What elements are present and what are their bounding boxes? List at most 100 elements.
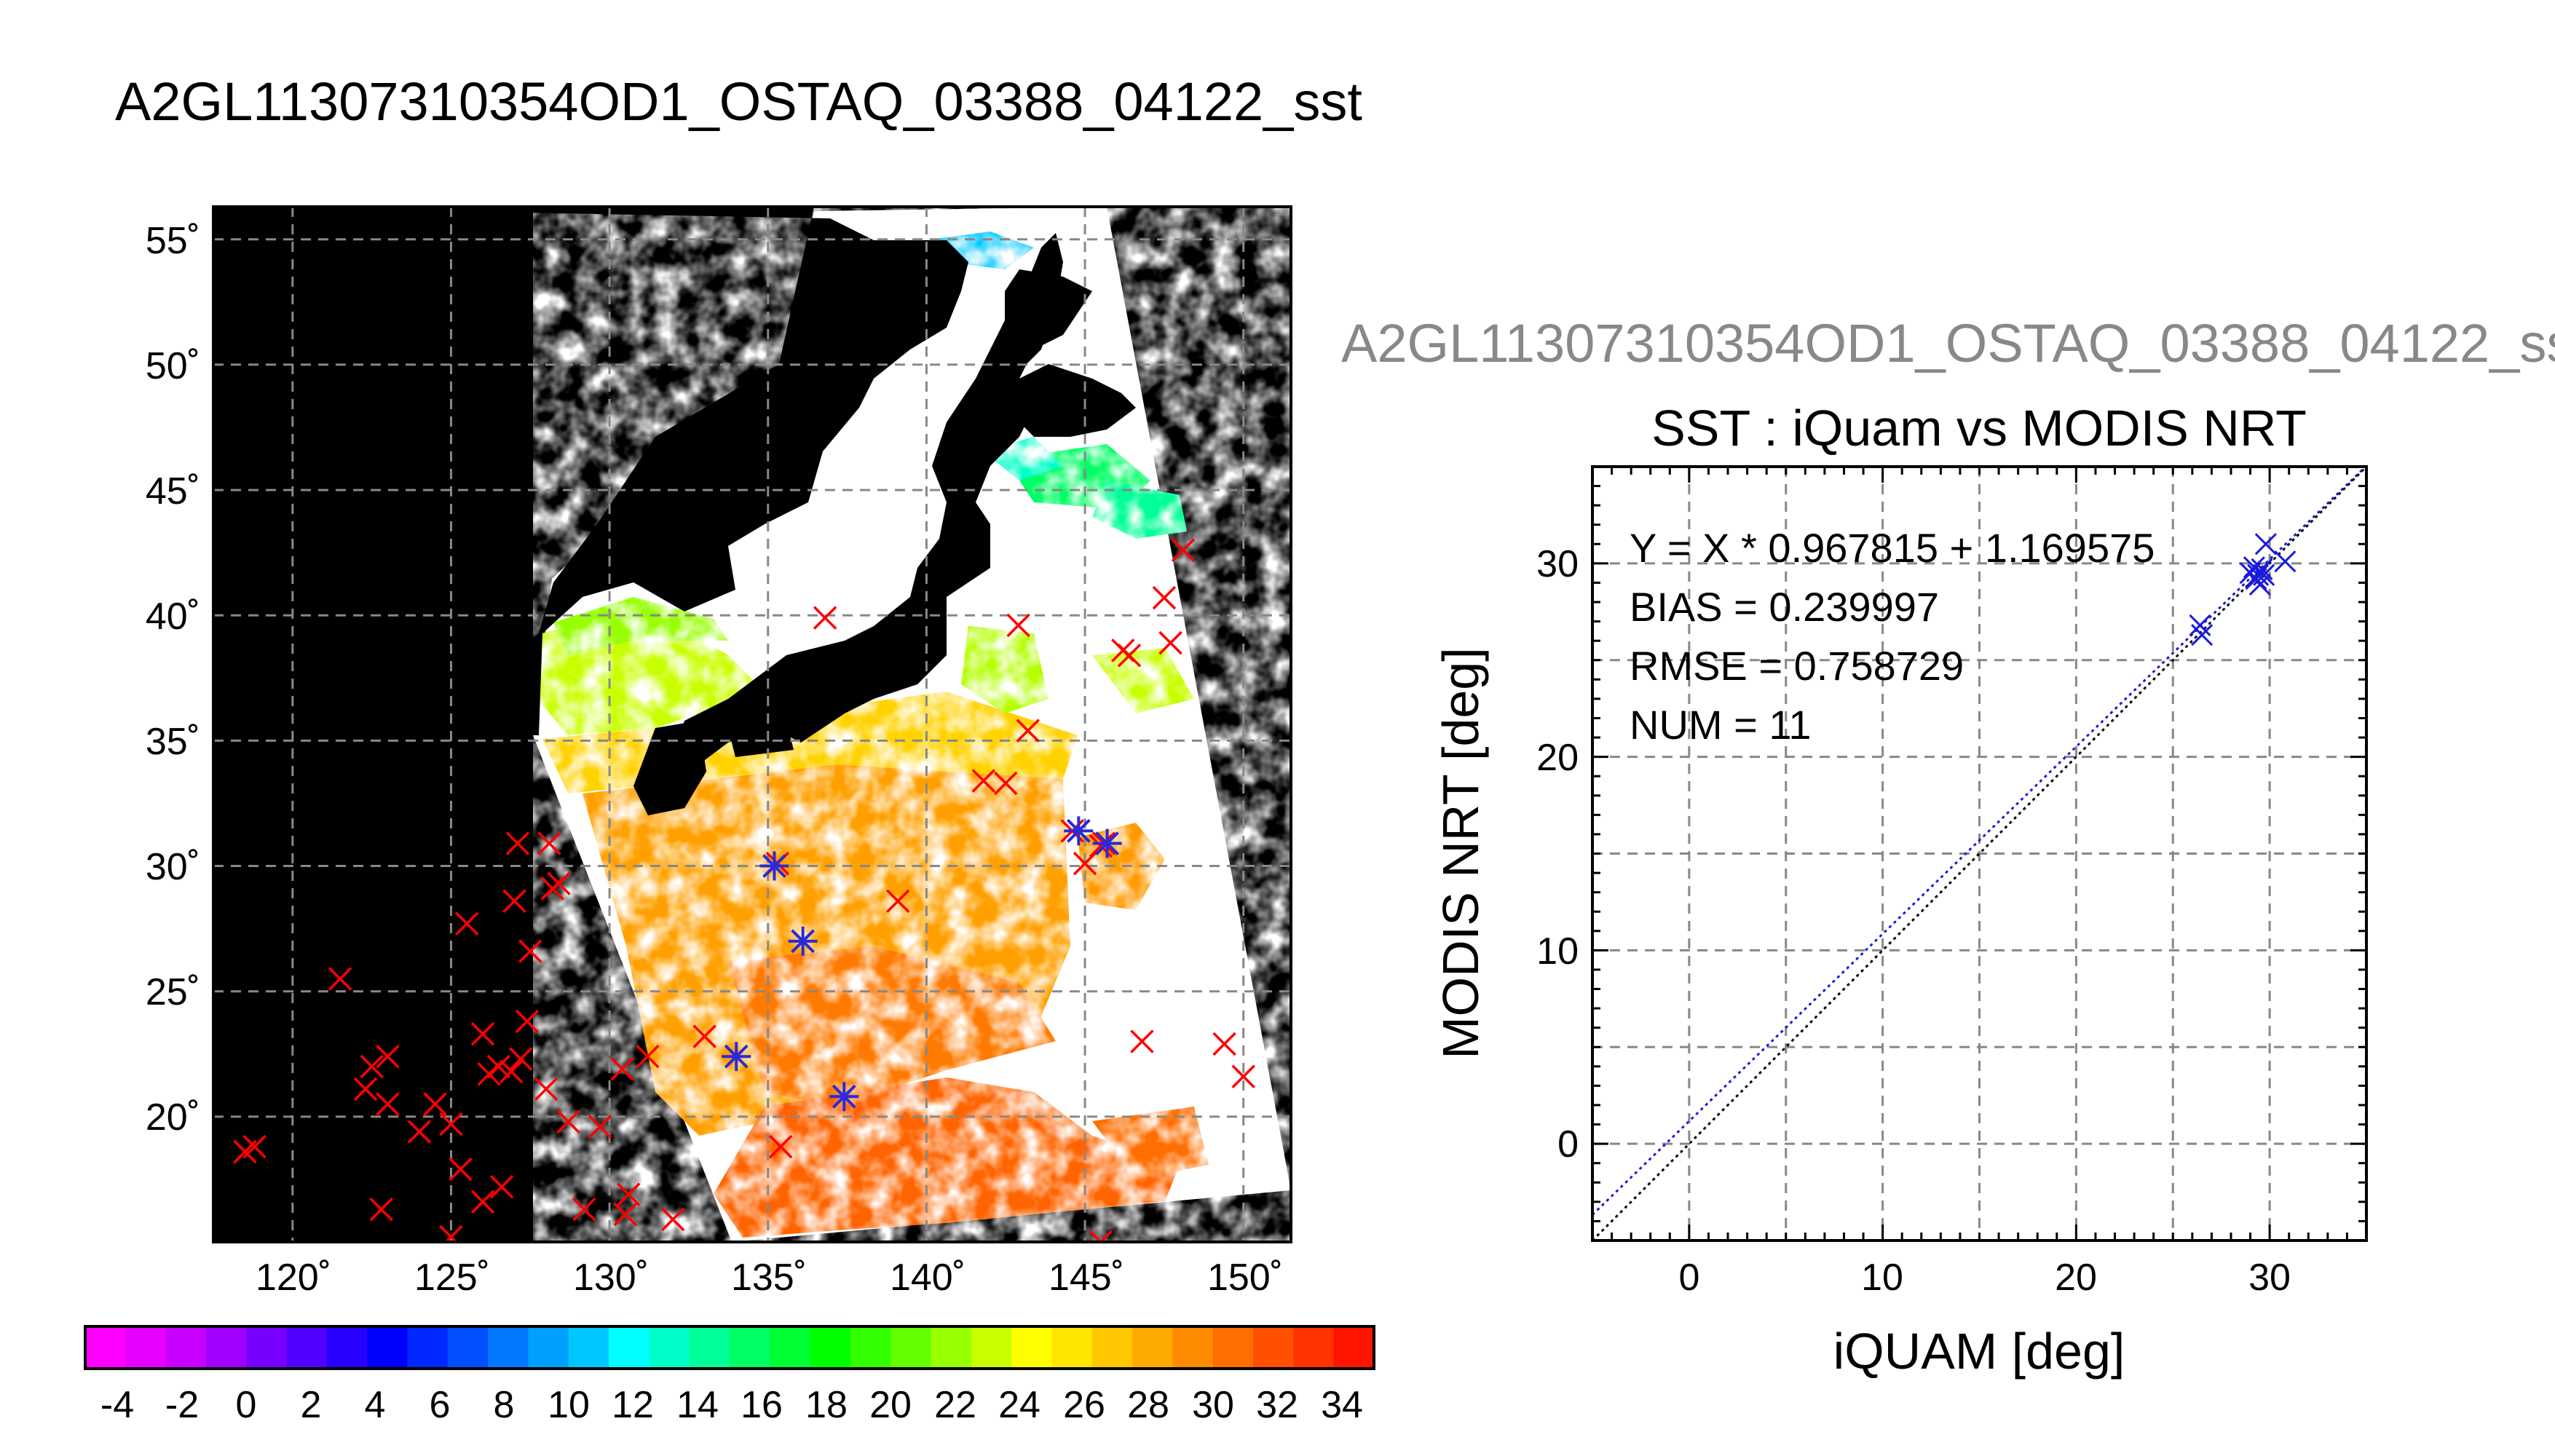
land-sakhalin xyxy=(1012,233,1063,364)
buoy-marker xyxy=(407,1120,432,1144)
buoy-marker xyxy=(813,606,837,630)
colorbar-tick-label: 28 xyxy=(1127,1384,1169,1426)
scatter-y-label: MODIS NRT [deg] xyxy=(1432,647,1489,1059)
lat-tick-label: 50˚ xyxy=(146,345,200,387)
matchup-marker xyxy=(788,926,818,956)
lat-tick-label: 40˚ xyxy=(146,596,200,638)
scatter-panel: A2GL11307310354OD1_OSTAQ_03388_04122_sst… xyxy=(1341,313,2555,1380)
colorbar-bin xyxy=(367,1326,408,1369)
colorbar-bin xyxy=(568,1326,609,1369)
map-frame xyxy=(212,205,1292,1243)
colorbar-bin xyxy=(1212,1326,1254,1369)
colorbar-tick-label: 26 xyxy=(1063,1384,1105,1426)
colorbar-bin xyxy=(1253,1326,1294,1369)
buoy-marker xyxy=(1231,1064,1255,1088)
colorbar-bin xyxy=(326,1326,368,1369)
buoy-marker xyxy=(328,967,352,991)
buoy-marker xyxy=(454,911,479,935)
matchup-marker xyxy=(759,851,789,881)
map-gridlines xyxy=(213,207,1291,1242)
buoy-marker xyxy=(470,1021,495,1046)
x-tick-label: 10 xyxy=(1861,1257,1903,1299)
colorbar-bin xyxy=(165,1326,207,1369)
buoy-marker xyxy=(885,889,910,913)
scatter-point xyxy=(2254,533,2277,555)
buoy-marker xyxy=(376,1092,400,1116)
buoy-marker xyxy=(449,1157,473,1182)
colorbar-bin xyxy=(931,1326,972,1369)
land-korea-china xyxy=(213,207,968,735)
buoy-marker xyxy=(369,1198,393,1222)
buoy-marker xyxy=(376,1044,400,1069)
lat-tick-label: 35˚ xyxy=(146,721,200,763)
land-hokkaido xyxy=(1005,364,1136,437)
scatter-y-tick-labels: 0 10 20 30 xyxy=(1536,543,1579,1166)
scatter-x-label: iQUAM [deg] xyxy=(1833,1323,2125,1380)
page-title: A2GL11307310354OD1_OSTAQ_03388_04122_sst xyxy=(115,71,1362,132)
land-shikoku xyxy=(728,721,794,757)
buoy-marker xyxy=(499,1059,524,1084)
stat-num: NUM = 11 xyxy=(1630,702,1811,748)
colorbar-bin xyxy=(770,1326,811,1369)
buoy-marker xyxy=(537,831,561,855)
colorbar-bin xyxy=(528,1326,569,1369)
colorbar-tick-label: 18 xyxy=(805,1384,848,1426)
lon-tick-label: 125˚ xyxy=(414,1257,490,1299)
scatter-frame xyxy=(1591,465,2368,1242)
buoy-marker xyxy=(1130,1029,1154,1053)
scatter-points xyxy=(2189,533,2297,646)
colorbar-bin xyxy=(488,1326,529,1369)
colorbar-tick-label: -4 xyxy=(100,1384,134,1426)
colorbar: -4 -2 0 2 4 6 8 10 12 14 16 18 20 22 24 … xyxy=(84,1325,1375,1426)
land xyxy=(213,207,1136,815)
colorbar-bin xyxy=(1051,1326,1093,1369)
buoy-marker xyxy=(439,1112,463,1136)
map-markers xyxy=(233,538,1255,1242)
buoy-marker xyxy=(1089,1230,1113,1242)
colorbar-bin xyxy=(810,1326,851,1369)
map-lat-labels: 20˚ 25˚ 30˚ 35˚ 40˚ 45˚ 50˚ 55˚ xyxy=(146,220,200,1139)
buoy-marker xyxy=(1171,538,1196,562)
colorbar-bin xyxy=(447,1326,489,1369)
land-kyushu xyxy=(633,721,706,815)
buoy-marker xyxy=(1016,719,1040,743)
stat-fit-equation: Y = X * 0.967815 + 1.169575 xyxy=(1630,525,2155,571)
colorbar-tick-label: 20 xyxy=(869,1384,912,1426)
colorbar-bin xyxy=(205,1326,247,1369)
lat-tick-label: 30˚ xyxy=(146,846,200,888)
buoy-marker xyxy=(547,871,571,895)
colorbar-tick-label: 22 xyxy=(934,1384,976,1426)
buoy-marker xyxy=(242,1134,266,1159)
scatter-point xyxy=(2191,624,2214,646)
colorbar-tick-label: 24 xyxy=(998,1384,1040,1426)
lat-tick-label: 20˚ xyxy=(146,1096,200,1139)
lat-tick-label: 25˚ xyxy=(146,971,200,1013)
colorbar-bin xyxy=(649,1326,690,1369)
scatter-gridlines xyxy=(1592,467,2366,1241)
lat-tick-label: 55˚ xyxy=(146,220,200,262)
y-tick-label: 10 xyxy=(1536,930,1579,973)
scatter-title: SST : iQuam vs MODIS NRT xyxy=(1651,400,2307,456)
colorbar-tick-label: 6 xyxy=(430,1384,451,1426)
buoy-marker xyxy=(993,771,1018,796)
land-honshu xyxy=(670,269,1092,764)
colorbar-bin xyxy=(1011,1326,1052,1369)
buoy-marker xyxy=(534,1077,558,1101)
buoy-marker xyxy=(1158,630,1182,655)
matchup-marker xyxy=(722,1042,751,1072)
fit-line xyxy=(1592,467,2366,1216)
x-tick-label: 0 xyxy=(1679,1257,1700,1299)
matchup-marker xyxy=(1092,828,1122,858)
buoy-marker xyxy=(1152,585,1177,610)
buoy-marker xyxy=(515,1009,540,1034)
colorbar-bin xyxy=(1293,1326,1335,1369)
colorbar-labels: -4 -2 0 2 4 6 8 10 12 14 16 18 20 22 24 … xyxy=(100,1384,1363,1426)
buoy-marker xyxy=(470,1190,495,1214)
colorbar-bin xyxy=(1132,1326,1173,1369)
matchup-marker xyxy=(1064,816,1094,846)
colorbar-tick-label: 4 xyxy=(365,1384,386,1426)
colorbar-tick-label: 14 xyxy=(676,1384,719,1426)
colorbar-bin xyxy=(246,1326,288,1369)
colorbar-bin xyxy=(1333,1326,1375,1369)
